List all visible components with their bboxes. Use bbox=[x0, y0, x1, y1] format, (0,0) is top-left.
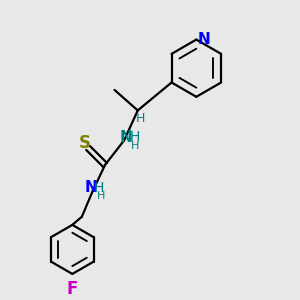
Text: F: F bbox=[67, 280, 78, 298]
Text: H: H bbox=[97, 191, 105, 201]
Text: N: N bbox=[120, 130, 133, 145]
Text: N: N bbox=[84, 180, 97, 195]
Text: S: S bbox=[79, 134, 91, 152]
Text: H: H bbox=[136, 112, 145, 124]
Text: H: H bbox=[129, 130, 140, 144]
Text: N: N bbox=[198, 32, 210, 47]
Text: H: H bbox=[131, 141, 140, 152]
Text: H: H bbox=[94, 181, 104, 194]
